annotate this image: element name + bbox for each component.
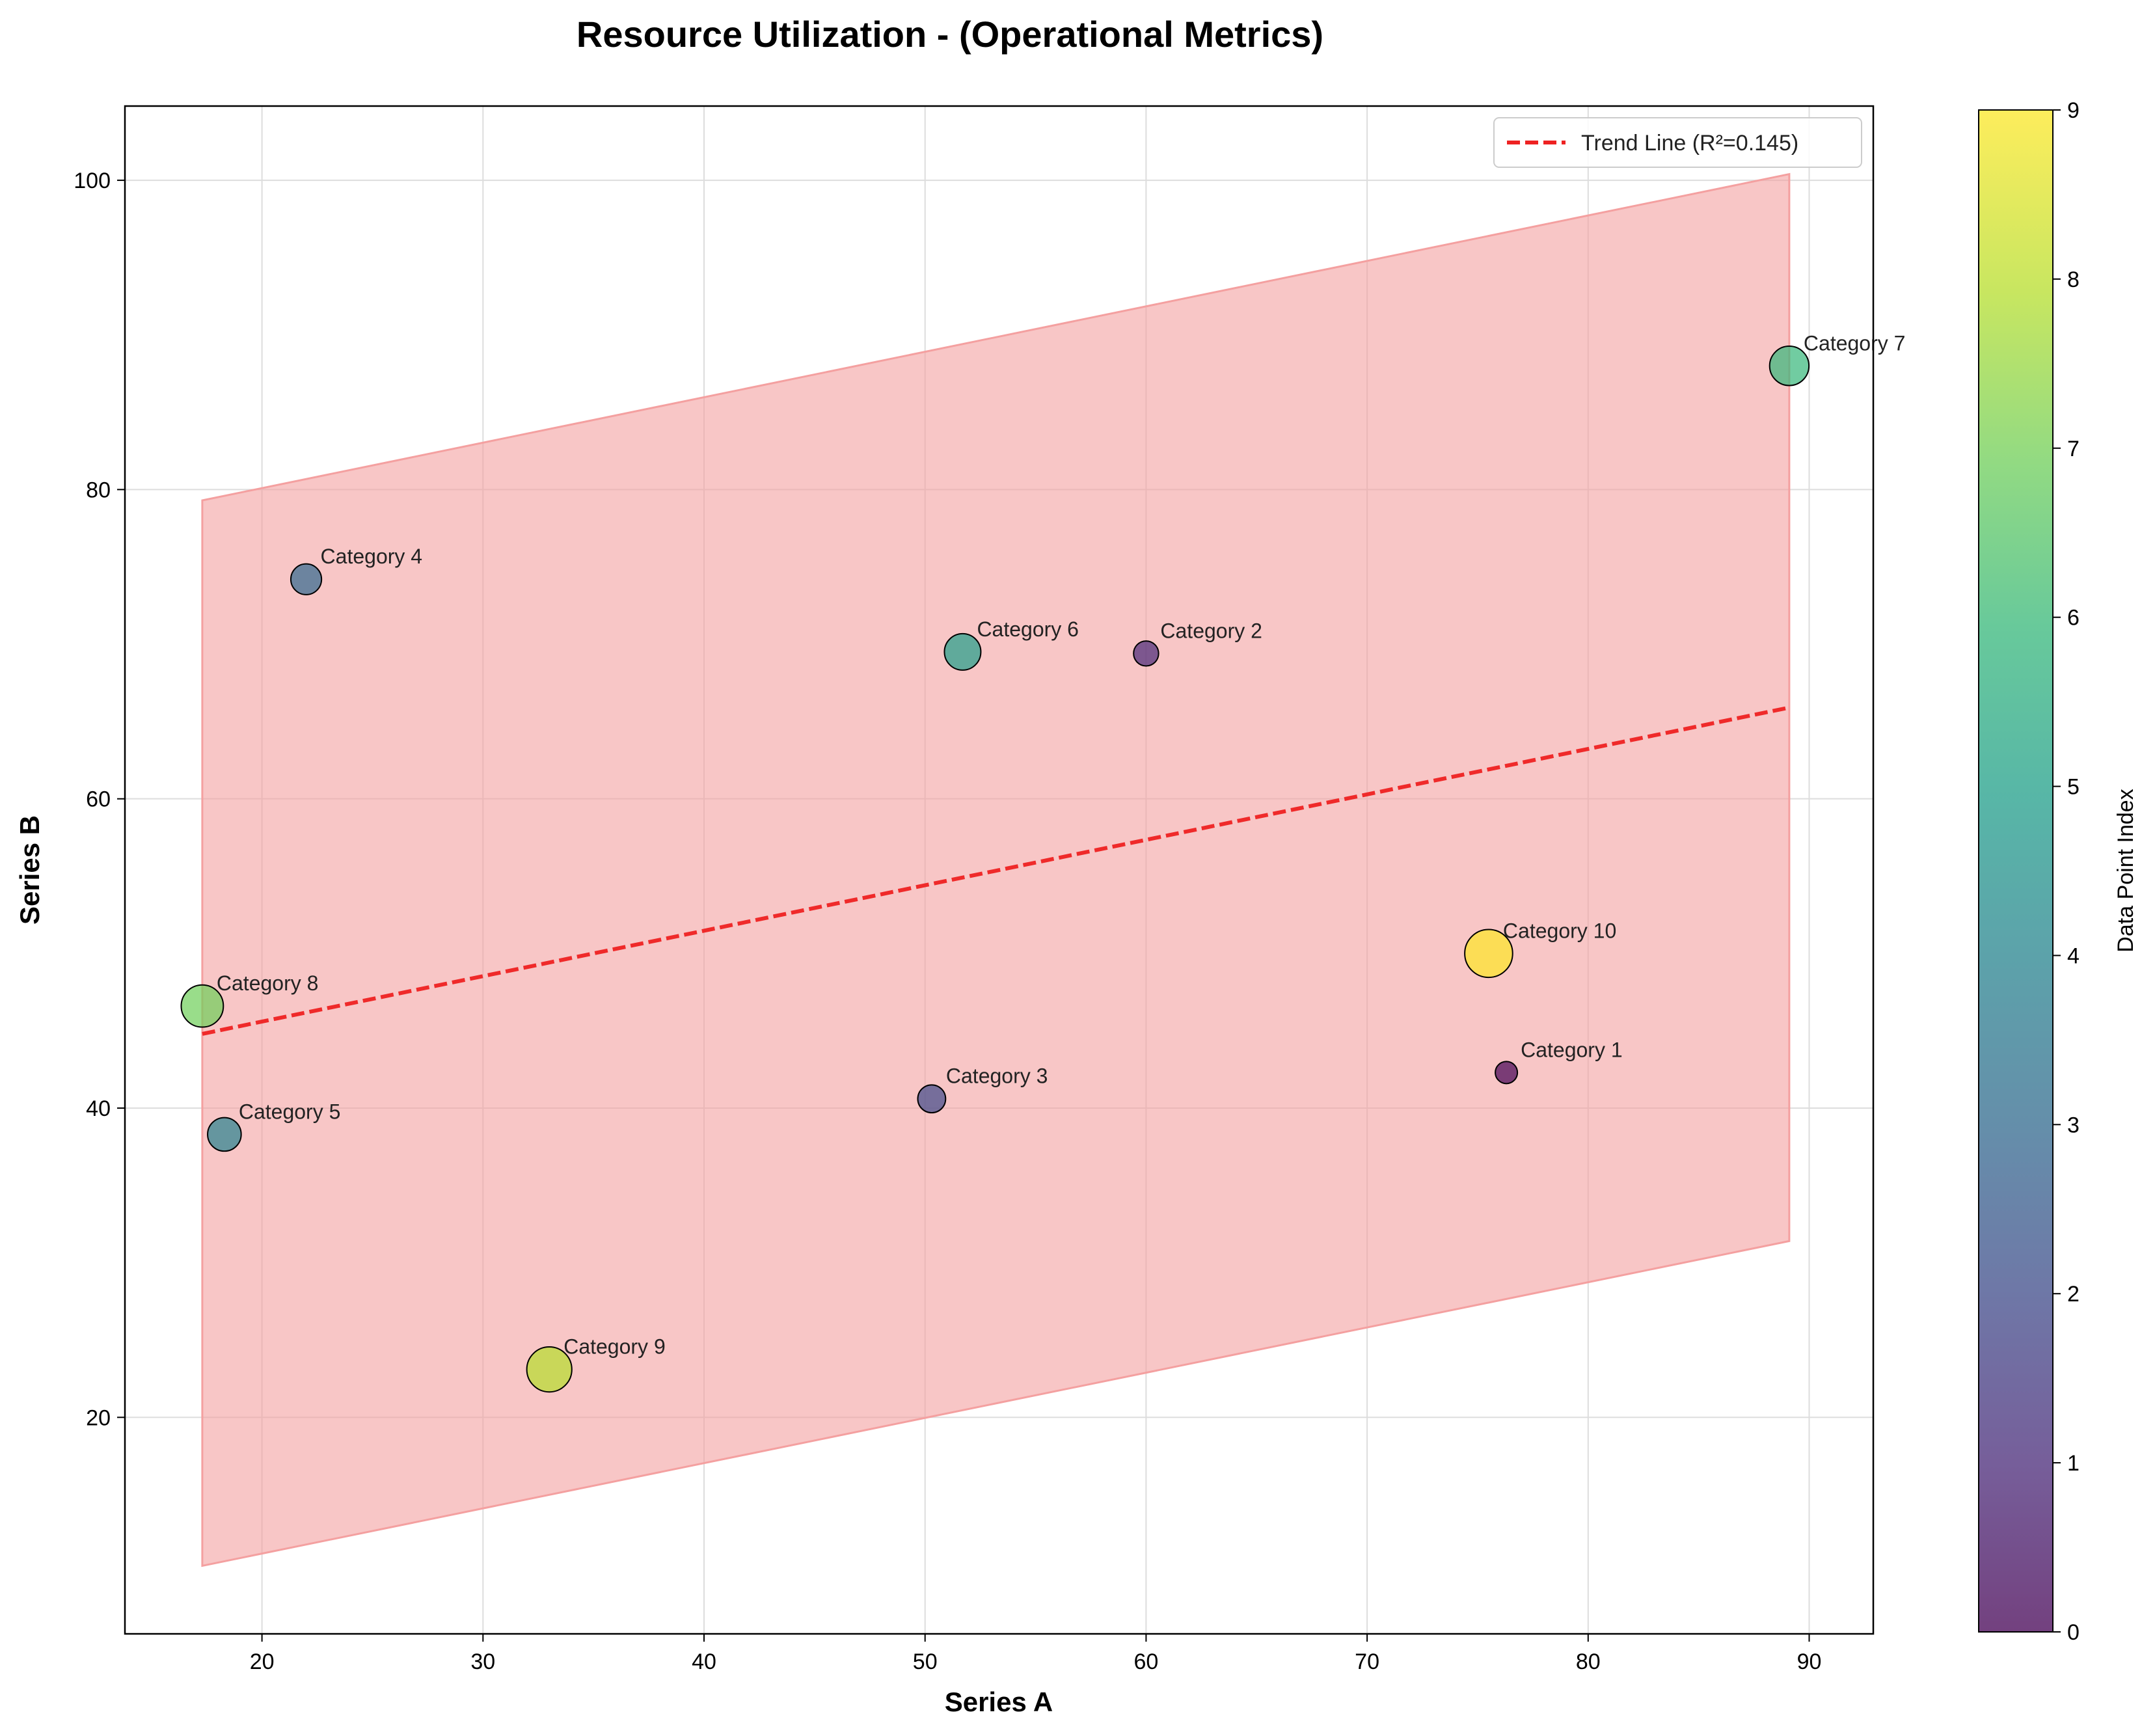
point-labels: Category 1 Category 2 Category 3 Category 4…: [217, 331, 1906, 1358]
y-tick-label: 40: [86, 1096, 111, 1121]
data-point-label: Category 3: [946, 1065, 1048, 1088]
data-point: [1495, 1061, 1519, 1085]
y-tick-label: 60: [86, 787, 111, 812]
x-axis-ticks: 20 30 40 50 60 70 80 90: [250, 1634, 1822, 1674]
data-point: [526, 1346, 573, 1393]
x-tick-label: 60: [1133, 1649, 1158, 1674]
legend: Trend Line (R²=0.145): [1493, 117, 1862, 168]
y-tick-label: 20: [86, 1405, 111, 1430]
colorbar-tick-label: 5: [2067, 775, 2080, 800]
colorbar-tick-label: 1: [2067, 1451, 2080, 1476]
data-point: [1133, 640, 1159, 667]
x-tick-label: 50: [913, 1649, 938, 1674]
x-tick-label: 80: [1576, 1649, 1601, 1674]
y-tick-label: 100: [74, 169, 111, 193]
data-point-label: Category 8: [217, 971, 319, 995]
chart-title: Resource Utilization - (Operational Metr…: [576, 14, 1323, 55]
data-point-label: Category 7: [1804, 331, 1906, 355]
plot-frame: [124, 105, 1875, 1635]
trend-line: [202, 705, 1790, 1036]
colorbar-tick-label: 3: [2067, 1113, 2080, 1137]
colorbar-ticks: 0 1 2 3 4 5 6 7 8 9: [2053, 98, 2080, 1645]
legend-trend-label: Trend Line (R²=0.145): [1581, 131, 1798, 156]
data-point: [290, 563, 323, 595]
data-point-label: Category 5: [239, 1100, 341, 1123]
data-point: [943, 632, 982, 671]
y-axis-ticks: 20 40 60 80 100: [74, 169, 125, 1430]
x-tick-label: 70: [1355, 1649, 1379, 1674]
data-point-label: Category 4: [321, 545, 423, 568]
colorbar-tick-label: 7: [2067, 437, 2080, 461]
colorbar-label: Data Point Index: [2113, 789, 2138, 952]
colorbar-tick-label: 2: [2067, 1282, 2080, 1307]
x-tick-label: 30: [470, 1649, 495, 1674]
colorbar-gradient: [1978, 109, 2054, 1633]
legend-box: [1493, 117, 1862, 168]
colorbar-tick-label: 9: [2067, 98, 2080, 123]
x-tick-label: 40: [692, 1649, 716, 1674]
colorbar-tick-label: 6: [2067, 606, 2080, 631]
colorbar-tick-label: 4: [2067, 943, 2080, 968]
trend-line-layer: [202, 705, 1790, 1036]
colorbar: 0 1 2 3 4 5 6 7 8 9 Data Point Index: [1978, 98, 2138, 1645]
data-point: [180, 984, 224, 1028]
data-point-label: Category 2: [1160, 619, 1262, 642]
x-tick-label: 90: [1797, 1649, 1822, 1674]
x-axis-label: Series A: [945, 1687, 1053, 1717]
y-axis-label: Series B: [14, 815, 45, 925]
data-point: [1464, 929, 1513, 979]
colorbar-tick-label: 0: [2067, 1620, 2080, 1645]
data-point: [917, 1084, 947, 1114]
data-point-label: Category 1: [1521, 1038, 1623, 1061]
data-points: [180, 346, 1810, 1393]
data-point: [1769, 346, 1810, 387]
data-point: [207, 1117, 242, 1152]
data-point-label: Category 6: [977, 617, 1079, 641]
colorbar-tick-label: 8: [2067, 267, 2080, 292]
x-tick-label: 20: [250, 1649, 275, 1674]
data-point-label: Category 9: [563, 1335, 666, 1359]
data-point-label: Category 10: [1503, 919, 1616, 942]
y-tick-label: 80: [86, 478, 111, 502]
